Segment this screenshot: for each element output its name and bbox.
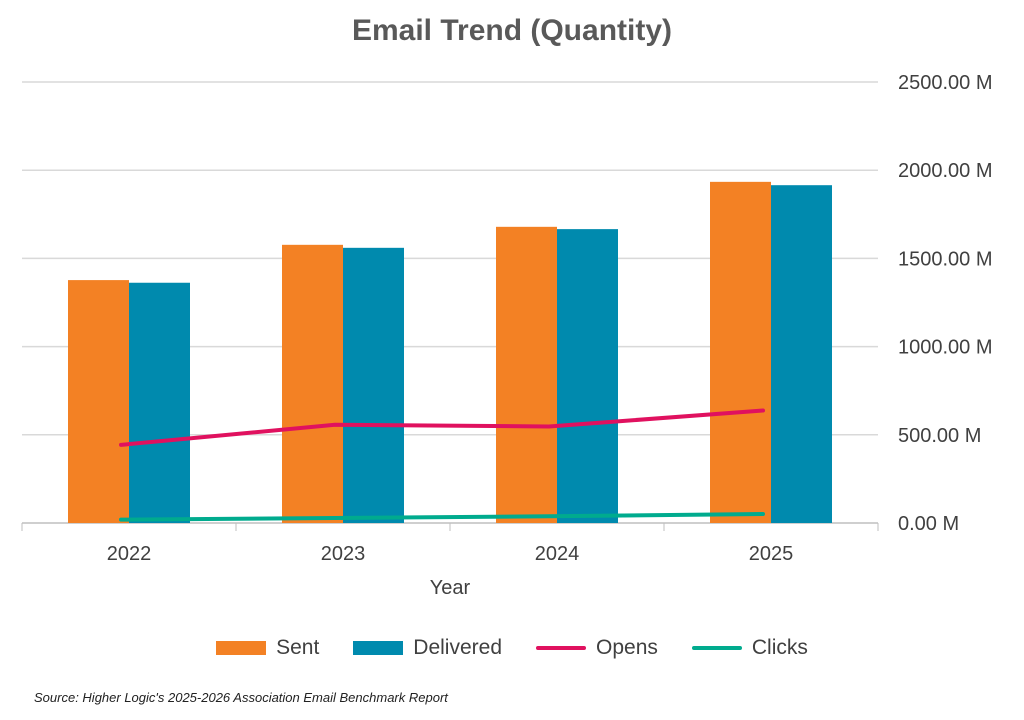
chart-title: Email Trend (Quantity) bbox=[351, 14, 673, 47]
bar-sent bbox=[68, 280, 129, 523]
y-tick-label: 0.00 M bbox=[898, 513, 959, 535]
legend-label: Delivered bbox=[413, 636, 503, 659]
x-tick-label: 2022 bbox=[107, 543, 152, 565]
y-tick-label: 1000.00 M bbox=[898, 337, 993, 359]
x-axis-title: Year bbox=[430, 577, 471, 599]
bar-sent bbox=[710, 181, 771, 523]
y-tick-label: 500.00 M bbox=[898, 425, 981, 447]
bar-delivered bbox=[129, 282, 190, 523]
legend-label: Sent bbox=[276, 636, 320, 659]
legend-label: Clicks bbox=[751, 636, 808, 659]
legend-item-delivered: Delivered bbox=[353, 636, 502, 660]
chart-plot: 0.00 M 500.00 M 1000.00 M 1500.00 M 2000.00 … bbox=[21, 72, 993, 599]
legend-item-clicks: Clicks bbox=[691, 636, 808, 660]
bar-delivered bbox=[557, 229, 618, 523]
y-tick-label: 2000.00 M bbox=[898, 160, 993, 182]
legend-swatch bbox=[216, 641, 267, 655]
legend-swatch bbox=[691, 646, 742, 650]
x-tick-label: 2024 bbox=[535, 543, 580, 565]
line-clicks bbox=[119, 512, 765, 522]
bar-delivered bbox=[343, 247, 404, 524]
bar-delivered bbox=[771, 185, 832, 523]
x-tick-label: 2023 bbox=[321, 543, 366, 565]
x-tick-label: 2025 bbox=[749, 543, 794, 565]
source-note: Source: Higher Logic's 2025-2026 Associa… bbox=[34, 690, 448, 705]
legend-swatch bbox=[353, 641, 404, 655]
bar-sent bbox=[496, 226, 557, 523]
bar-sent bbox=[282, 244, 343, 523]
legend-item-sent: Sent bbox=[216, 636, 319, 660]
legend-item-opens: Opens bbox=[536, 636, 658, 660]
line-opens bbox=[119, 408, 765, 447]
legend-label: Opens bbox=[596, 636, 658, 659]
legend-swatch bbox=[536, 646, 587, 650]
y-tick-label: 2500.00 M bbox=[898, 72, 993, 94]
y-tick-label: 1500.00 M bbox=[898, 248, 993, 270]
legend: Sent Delivered Opens Clicks bbox=[0, 636, 1024, 660]
